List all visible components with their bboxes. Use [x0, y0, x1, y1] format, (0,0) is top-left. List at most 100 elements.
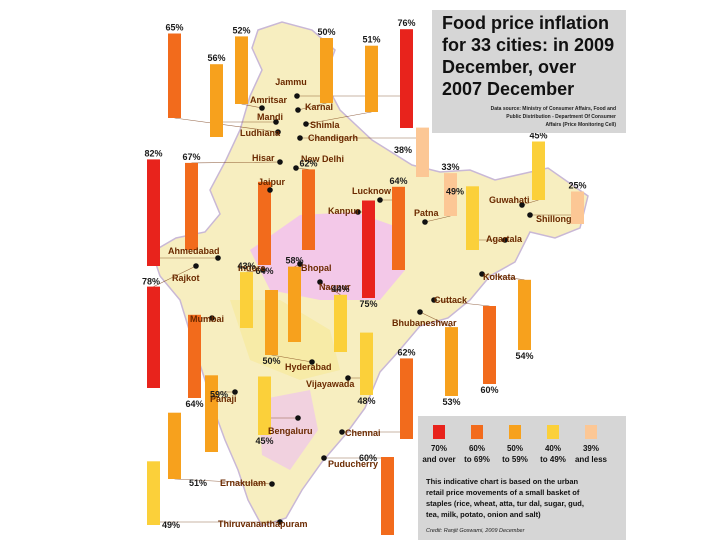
note-line-1: This indicative chart is based on the ur… — [426, 477, 579, 486]
dot-agartala — [502, 237, 508, 243]
dot-chandigarh — [297, 135, 303, 141]
legend-label-3: 40% — [545, 444, 561, 453]
legend-sublabel-0: and over — [422, 455, 455, 464]
city-label-thiruvananthapuram: Thiruvananthapuram — [218, 519, 308, 529]
city-label-guwahati: Guwahati — [489, 195, 530, 205]
bar-ahmedabad — [147, 159, 160, 266]
dot-nagpur — [317, 279, 323, 285]
value-label-kanpur: 75% — [359, 299, 377, 309]
legend-label-0: 70% — [431, 444, 447, 453]
dot-guwahati — [519, 202, 525, 208]
value-label-chennai: 62% — [397, 347, 415, 357]
dot-ahmedabad — [215, 255, 221, 261]
city-label-nagpur: Nagpur — [319, 282, 351, 292]
leader-bhubaneshwar — [419, 311, 452, 328]
value-label-nagpur: 44% — [331, 284, 349, 294]
value-label-rajkot: 78% — [142, 277, 160, 287]
chart-title-line-1: Food price inflation — [442, 13, 609, 33]
dot-vijayawada — [345, 375, 351, 381]
credit: Credit: Ranjit Goswami, 2009 December — [426, 528, 526, 534]
dot-hisar — [277, 159, 283, 165]
bar-karnal — [320, 38, 333, 103]
value-label-karnal: 50% — [317, 27, 335, 37]
dot-jammu — [294, 93, 300, 99]
value-label-ahmedabad: 82% — [144, 148, 162, 158]
leader-guwahati — [521, 199, 539, 206]
leader-nagpur — [319, 281, 341, 296]
bar-thiruvananthapuram — [147, 461, 160, 525]
city-label-hyderabad: Hyderabad — [285, 362, 332, 372]
leader-kolkata — [481, 273, 525, 281]
value-label-shimla: 51% — [362, 35, 380, 45]
value-label-thiruvananthapuram: 49% — [162, 520, 180, 530]
value-label-mandi: 56% — [207, 53, 225, 63]
value-label-bhubaneshwar: 53% — [442, 397, 460, 407]
map-region-south — [258, 390, 318, 470]
legend-label-1: 60% — [469, 444, 485, 453]
city-label-hisar: Hisar — [252, 153, 275, 163]
city-label-ernakulam: Ernakulam — [220, 478, 266, 488]
bar-kolkata — [518, 279, 531, 350]
bar-indore — [240, 272, 253, 328]
bar-bengaluru — [258, 376, 271, 435]
value-label-amritsar: 52% — [232, 25, 250, 35]
bar-hyderabad — [265, 290, 278, 355]
source-line-3: Affairs (Price Monitoring Cell) — [545, 122, 616, 128]
dot-indore — [260, 267, 266, 273]
dot-kanpur — [355, 209, 361, 215]
dot-bhubaneshwar — [417, 309, 423, 315]
value-label-mumbai: 64% — [185, 399, 203, 409]
dot-new-delhi — [293, 165, 299, 171]
value-label-ludhiana: 65% — [165, 23, 183, 33]
chart-title-line-4: 2007 December — [442, 79, 574, 99]
bar-mandi — [210, 64, 223, 137]
legend-sublabel-1: to 69% — [464, 455, 490, 464]
value-label-cuttack: 60% — [480, 385, 498, 395]
city-label-jammu: Jammu — [275, 77, 307, 87]
city-label-kolkata: Kolkata — [483, 272, 517, 282]
bar-ludhiana — [168, 33, 181, 118]
dot-patna — [422, 219, 428, 225]
value-label-new-delhi: 62% — [299, 158, 317, 168]
city-label-patna: Patna — [414, 208, 440, 218]
city-label-amritsar: Amritsar — [250, 95, 288, 105]
legend-sublabel-2: to 59% — [502, 455, 528, 464]
bar-ernakulam — [168, 412, 181, 479]
dot-ernakulam — [269, 481, 275, 487]
dot-bhopal — [297, 261, 303, 267]
bar-vijayawada — [360, 332, 373, 395]
value-label-panaji: 59% — [210, 389, 228, 399]
city-label-shimla: Shimla — [310, 120, 341, 130]
city-label-vijayawada: Vijayawada — [306, 379, 355, 389]
dot-lucknow — [377, 197, 383, 203]
city-label-chandigarh: Chandigarh — [308, 133, 358, 143]
bar-hisar — [185, 162, 198, 250]
dot-ludhiana — [275, 129, 281, 135]
legend-label-4: 39% — [583, 444, 599, 453]
city-label-shillong: Shillong — [536, 214, 572, 224]
bars — [147, 29, 584, 535]
title-panel — [432, 10, 626, 133]
value-label-vijayawada: 48% — [357, 396, 375, 406]
bar-nagpur — [334, 294, 347, 352]
city-label-bengaluru: Bengaluru — [268, 426, 313, 436]
legend-sublabel-4: and less — [575, 455, 608, 464]
dot-karnal — [295, 107, 301, 113]
city-label-new-delhi: New Delhi — [301, 154, 344, 164]
bar-lucknow — [392, 186, 405, 270]
bar-jammu — [400, 29, 413, 129]
leader-hyderabad — [271, 354, 313, 363]
bar-bhopal — [288, 266, 301, 342]
leader-karnal — [297, 102, 327, 111]
city-label-mumbai: Mumbai — [190, 314, 224, 324]
value-label-patna: 33% — [441, 162, 459, 172]
bar-chandigarh — [416, 127, 429, 177]
chart-title-line-2: for 33 cities: in 2009 — [442, 35, 614, 55]
legend-swatch-3 — [547, 425, 559, 439]
legend: 70% and over 60% to 69% 50% to 59% 40% to 49% 39… — [422, 425, 608, 464]
city-label-lucknow: Lucknow — [352, 186, 392, 196]
bar-rajkot — [147, 286, 160, 388]
bar-bhubaneshwar — [445, 327, 458, 396]
value-label-hisar: 67% — [182, 152, 200, 162]
city-label-rajkot: Rajkot — [172, 273, 200, 283]
